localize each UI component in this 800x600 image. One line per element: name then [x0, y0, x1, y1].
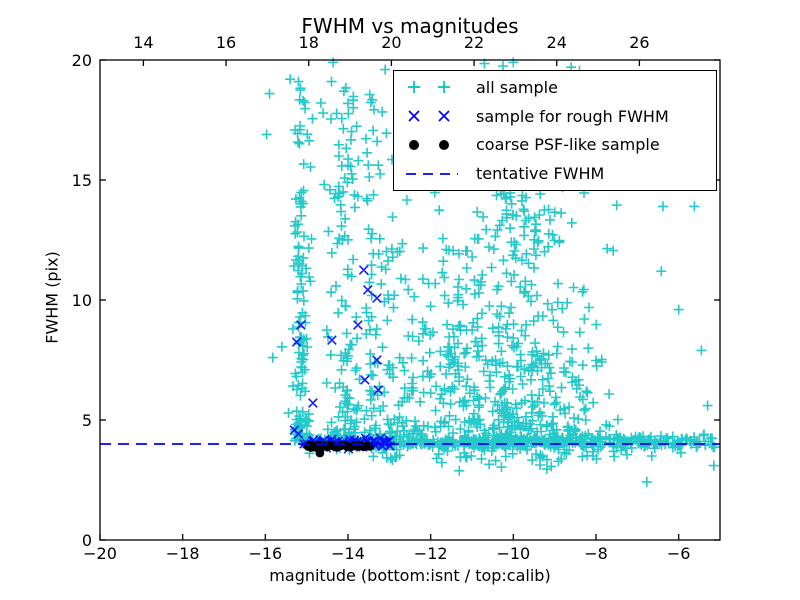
legend-item-all-sample: all sample	[402, 73, 716, 102]
x-tick-label-top: 20	[381, 33, 401, 52]
x-tick-label-bottom: −12	[414, 544, 448, 563]
y-tick-label: 20	[72, 51, 92, 70]
legend-label: tentative FWHM	[476, 164, 605, 184]
y-tick-label: 0	[82, 531, 92, 550]
x-tick-label-top: 14	[133, 33, 153, 52]
legend: all sample sample for rough FWHM coarse …	[393, 70, 717, 191]
dot-marker-icon	[409, 139, 449, 150]
x-tick-label-bottom: −8	[584, 544, 608, 563]
x-tick-label-top: 26	[629, 33, 649, 52]
y-tick-label: 5	[82, 411, 92, 430]
y-tick-label: 15	[72, 171, 92, 190]
x-tick-label-top: 18	[299, 33, 319, 52]
x-tick-label-bottom: −6	[667, 544, 691, 563]
legend-label: coarse PSF-like sample	[476, 135, 660, 155]
x-marker-icon	[408, 110, 450, 122]
x-tick-label-bottom: −20	[83, 544, 117, 563]
x-tick-label-top: 24	[547, 33, 567, 52]
legend-item-tentative-fwhm: tentative FWHM	[402, 159, 716, 188]
x-tick-label-bottom: −16	[248, 544, 282, 563]
chart-title: FWHM vs magnitudes	[301, 14, 519, 38]
plus-marker-icon	[408, 81, 450, 94]
x-tick-label-top: 22	[464, 33, 484, 52]
x-tick-label-bottom: −10	[496, 544, 530, 563]
x-tick-label-top: 16	[216, 33, 236, 52]
legend-item-rough-fwhm: sample for rough FWHM	[402, 102, 716, 131]
dashed-line-icon	[406, 172, 458, 175]
legend-item-psf-sample: coarse PSF-like sample	[402, 131, 716, 160]
x-axis-label: magnitude (bottom:isnt / top:calib)	[269, 566, 551, 585]
x-tick-label-bottom: −14	[331, 544, 365, 563]
x-tick-label-bottom: −18	[166, 544, 200, 563]
legend-label: all sample	[476, 77, 558, 97]
legend-label: sample for rough FWHM	[476, 106, 669, 126]
y-axis-label: FWHM (pix)	[42, 251, 62, 344]
y-tick-label: 10	[72, 291, 92, 310]
